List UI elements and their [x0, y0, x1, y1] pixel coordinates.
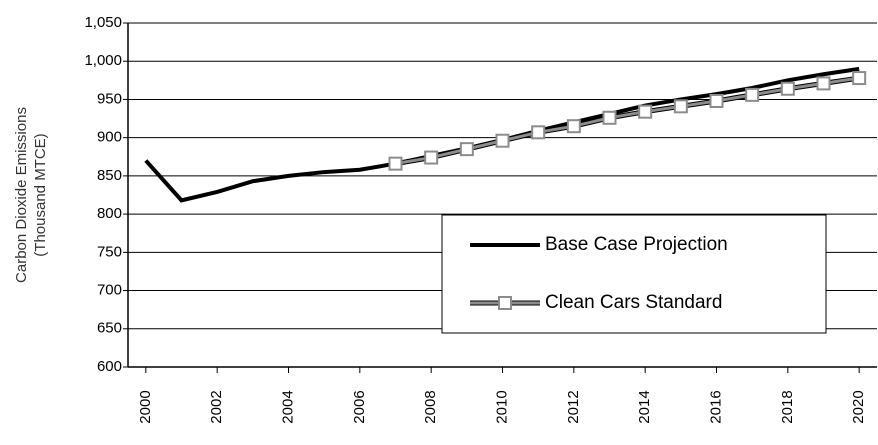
x-tick-label: 2002: [208, 390, 225, 423]
y-tick-label: 1,000: [84, 52, 122, 69]
legend-box: [441, 214, 827, 334]
data-point: [745, 87, 760, 102]
legend-label: Base Case Projection: [545, 234, 728, 255]
y-tick-label: 900: [97, 129, 122, 146]
legend-marker: [498, 296, 512, 310]
data-point: [388, 156, 403, 171]
data-point: [459, 142, 474, 157]
y-tick-label: 600: [97, 358, 122, 375]
y-tick-label: 1,050: [84, 14, 122, 31]
x-tick-label: 2000: [137, 390, 154, 423]
x-tick-label: 2004: [279, 390, 296, 423]
data-point: [673, 99, 688, 114]
legend-label: Clean Cars Standard: [545, 292, 722, 313]
x-tick-label: 2006: [351, 390, 368, 423]
data-point: [495, 133, 510, 148]
y-axis-label: (Thousand MTCE): [32, 133, 49, 256]
data-point: [638, 104, 653, 119]
y-tick-label: 800: [97, 205, 122, 222]
x-tick-label: 2020: [850, 390, 867, 423]
x-tick-label: 2018: [779, 390, 796, 423]
y-tick-label: 700: [97, 282, 122, 299]
x-tick-label: 2012: [565, 390, 582, 423]
data-point: [602, 110, 617, 125]
x-tick-label: 2014: [636, 390, 653, 423]
data-point: [816, 76, 831, 91]
x-tick-label: 2008: [422, 390, 439, 423]
data-point: [424, 150, 439, 165]
data-point: [709, 93, 724, 108]
x-tick-label: 2010: [493, 390, 510, 423]
y-axis-label: Carbon Dioxide Emissions: [13, 107, 30, 283]
y-tick-label: 750: [97, 243, 122, 260]
data-point: [780, 81, 795, 96]
y-tick-label: 650: [97, 320, 122, 337]
y-tick-label: 950: [97, 90, 122, 107]
data-point: [531, 125, 546, 140]
data-point: [852, 71, 867, 86]
data-point: [566, 119, 581, 134]
y-tick-label: 850: [97, 167, 122, 184]
x-tick-label: 2016: [707, 390, 724, 423]
